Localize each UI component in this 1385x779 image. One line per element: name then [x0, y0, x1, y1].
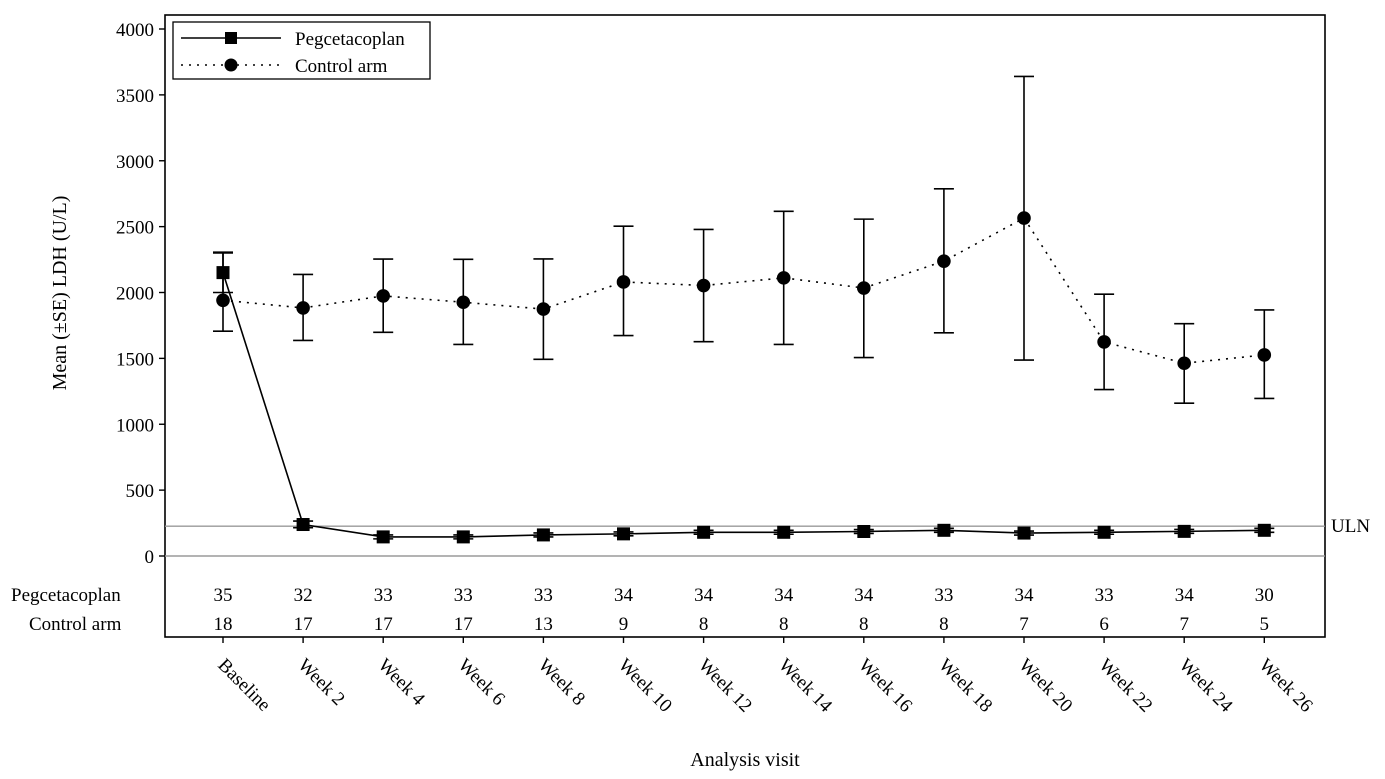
legend-control-label: Control arm [295, 56, 388, 77]
x-tick-label: Week 22 [1095, 655, 1157, 717]
pegcetacoplan-n-count: 34 [774, 585, 794, 606]
control-arm-point [216, 293, 230, 308]
control-arm-n-count: 7 [1019, 614, 1029, 635]
legend-pegcetacoplan-marker [225, 32, 237, 44]
y-tick-label: 0 [145, 547, 155, 568]
pegcetacoplan-n-count: 34 [854, 585, 874, 606]
control-arm-n-count: 8 [779, 614, 789, 635]
pegcetacoplan-point [296, 518, 310, 532]
control-arm-point [536, 302, 551, 316]
control-arm-n-count: 8 [939, 614, 949, 635]
y-tick-label: 3500 [116, 86, 154, 107]
x-tick-label: Week 10 [614, 655, 676, 717]
control-arm-n-count: 17 [454, 614, 473, 635]
x-tick-label: Week 20 [1014, 655, 1076, 717]
pegcetacoplan-n-count: 34 [1175, 585, 1195, 606]
y-tick-label: 2000 [116, 284, 154, 305]
legend: Pegcetacoplan Control arm [172, 21, 431, 80]
plot-frame [164, 14, 1326, 638]
legend-box [172, 21, 431, 80]
pegcetacoplan-point [536, 528, 550, 542]
y-tick-label: 1500 [116, 349, 154, 370]
control-arm-point [616, 275, 631, 289]
x-tick-label: Week 8 [534, 655, 589, 710]
x-tick-label: Baseline [213, 655, 274, 716]
y-tick-label: 2500 [116, 218, 154, 239]
control-arm-n-count: 17 [374, 614, 393, 635]
control-arm-point [696, 278, 711, 293]
control-arm-point [1177, 356, 1191, 371]
control-arm-n-count: 17 [294, 614, 313, 635]
x-tick-label: Week 14 [774, 655, 836, 717]
x-tick-label: Week 12 [694, 655, 756, 717]
y-tick-label: 1000 [116, 415, 154, 436]
x-axis-label: Analysis visit [690, 749, 800, 771]
pegcetacoplan-n-count: 34 [614, 585, 634, 606]
pegcetacoplan-point [617, 527, 630, 541]
control-arm-n-count: 18 [214, 614, 233, 635]
x-tick-label: Week 2 [294, 655, 349, 710]
control-arm-n-count: 8 [859, 614, 869, 635]
y-tick-label: 4000 [116, 20, 154, 41]
pegcetacoplan-point [216, 266, 230, 280]
pegcetacoplan-n-count: 30 [1255, 585, 1274, 606]
uln-label: ULN [1331, 516, 1370, 537]
pegcetacoplan-n-count: 35 [214, 585, 233, 606]
pegcetacoplan-point [1177, 524, 1191, 538]
pegcetacoplan-n-count: 33 [934, 585, 953, 606]
control-arm-point [1097, 335, 1111, 349]
pegcetacoplan-point [1097, 525, 1111, 539]
pegcetacoplan-point [376, 530, 390, 544]
at-risk-label-control: Control arm [29, 614, 122, 635]
control-arm-point [376, 289, 391, 303]
control-arm-n-count: 8 [699, 614, 709, 635]
pegcetacoplan-n-count: 33 [1095, 585, 1114, 606]
pegcetacoplan-n-count: 34 [1015, 585, 1035, 606]
pegcetacoplan-point [1257, 523, 1271, 537]
x-tick-label: Week 6 [454, 655, 509, 710]
x-tick-label: Week 4 [374, 655, 430, 711]
pegcetacoplan-n-count: 32 [294, 585, 313, 606]
y-tick-label: 500 [126, 481, 155, 502]
error-bar [213, 251, 233, 333]
control-arm-point [937, 254, 951, 268]
x-tick-label: Week 16 [854, 655, 916, 717]
pegcetacoplan-n-count: 33 [454, 585, 473, 606]
control-arm-point [857, 281, 871, 295]
pegcetacoplan-series-line [222, 272, 1265, 538]
pegcetacoplan-n-count: 33 [374, 585, 393, 606]
control-arm-n-count: 6 [1099, 614, 1109, 635]
y-tick-label: 3000 [116, 152, 154, 173]
control-arm-n-count: 9 [619, 614, 629, 635]
x-tick-label: Week 18 [934, 655, 996, 717]
x-tick-label: Week 24 [1175, 655, 1237, 717]
control-arm-point [456, 295, 471, 310]
control-arm-n-count: 5 [1260, 614, 1270, 635]
pegcetacoplan-point [937, 523, 951, 537]
pegcetacoplan-point [697, 525, 711, 539]
at-risk-label-pegcetacoplan: Pegcetacoplan [11, 585, 121, 606]
pegcetacoplan-point [1017, 526, 1031, 540]
x-tick-label: Week 26 [1255, 655, 1317, 717]
control-arm-n-count: 7 [1179, 614, 1189, 635]
control-arm-point [1017, 211, 1031, 225]
control-arm-n-count: 13 [534, 614, 553, 635]
control-arm-point [296, 301, 310, 315]
pegcetacoplan-n-count: 34 [694, 585, 714, 606]
pegcetacoplan-n-count: 33 [534, 585, 553, 606]
legend-pegcetacoplan-label: Pegcetacoplan [295, 29, 405, 50]
legend-control-marker [224, 58, 238, 72]
control-arm-point [776, 271, 791, 285]
y-axis-label: Mean (±SE) LDH (U/L) [49, 196, 71, 391]
pegcetacoplan-point [456, 530, 470, 544]
control-arm-point [1257, 348, 1272, 362]
pegcetacoplan-point [857, 524, 871, 538]
pegcetacoplan-point [777, 525, 791, 539]
